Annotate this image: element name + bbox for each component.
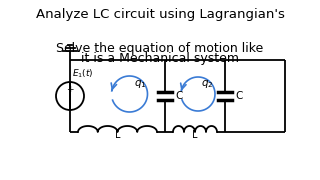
Text: Analyze LC circuit using Lagrangian's: Analyze LC circuit using Lagrangian's (36, 8, 284, 21)
Text: $q_1$: $q_1$ (133, 78, 146, 90)
Text: L: L (115, 130, 120, 140)
Text: it is a Mechanical system: it is a Mechanical system (81, 52, 239, 65)
Text: $E_1(t)$: $E_1(t)$ (72, 68, 94, 80)
Text: L: L (192, 130, 198, 140)
Text: Solve the equation of motion like: Solve the equation of motion like (56, 42, 264, 55)
Text: +: + (66, 85, 74, 94)
Text: C: C (235, 91, 242, 101)
Text: C: C (175, 91, 182, 101)
Text: $q_2$: $q_2$ (201, 78, 213, 90)
